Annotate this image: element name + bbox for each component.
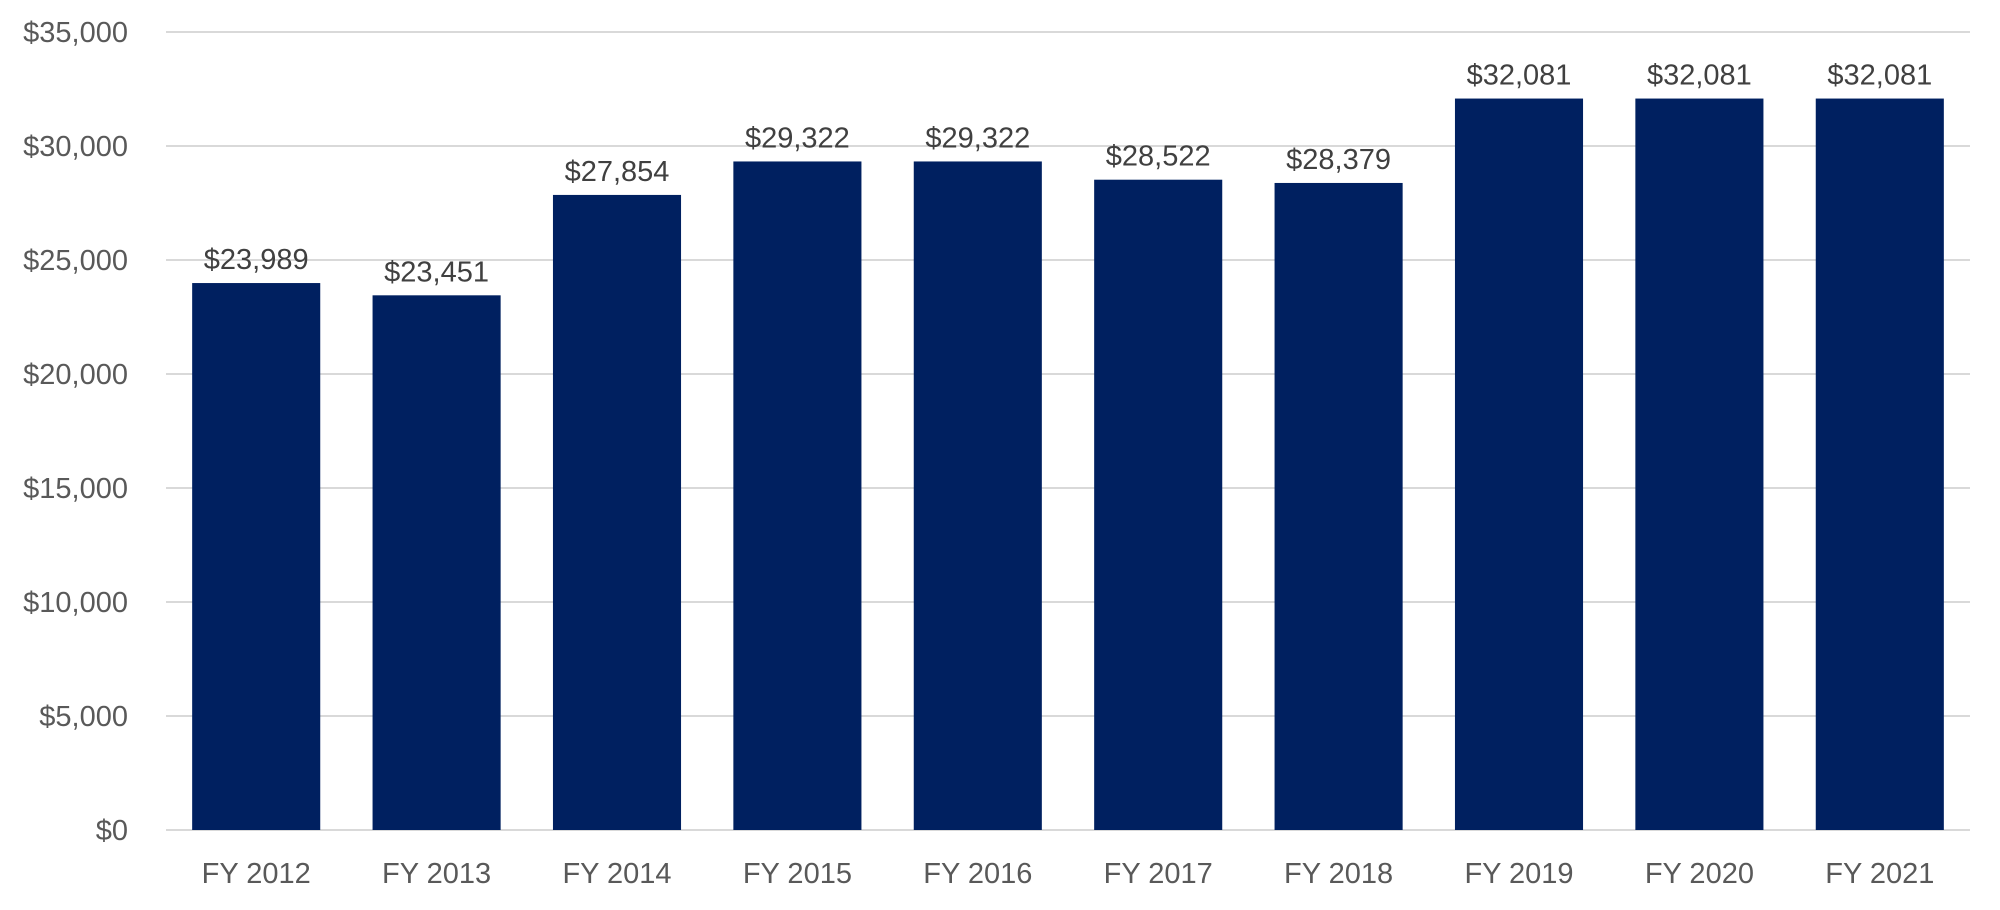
y-tick-label: $15,000 (23, 473, 128, 505)
data-label: $27,854 (565, 156, 670, 188)
x-tick-label: FY 2021 (1825, 858, 1934, 890)
bar (372, 295, 501, 830)
data-label: $29,322 (925, 122, 1030, 154)
x-tick-label: FY 2013 (382, 858, 491, 890)
data-label: $23,989 (204, 244, 309, 276)
y-tick-label: $20,000 (23, 359, 128, 391)
x-tick-label: FY 2018 (1284, 858, 1393, 890)
y-tick-label: $5,000 (39, 701, 128, 733)
bar (1815, 98, 1944, 830)
data-label: $32,081 (1827, 60, 1932, 92)
y-tick-label: $25,000 (23, 245, 128, 277)
data-label: $28,379 (1286, 144, 1391, 176)
bar (1454, 98, 1584, 830)
bar (913, 161, 1042, 831)
y-tick-label: $0 (96, 815, 128, 847)
bar (1094, 179, 1223, 831)
data-label: $23,451 (384, 256, 489, 288)
y-tick-label: $30,000 (23, 131, 128, 163)
data-label: $32,081 (1647, 60, 1752, 92)
y-tick-label: $10,000 (23, 587, 128, 619)
x-tick-label: FY 2020 (1645, 858, 1754, 890)
bar (1274, 182, 1403, 830)
x-tick-label: FY 2012 (202, 858, 311, 890)
x-tick-label: FY 2017 (1104, 858, 1213, 890)
x-tick-label: FY 2014 (562, 858, 671, 890)
bar (1635, 98, 1764, 830)
bars (192, 98, 1944, 831)
x-axis-ticks: FY 2012 FY 2013 FY 2014 FY 2015 FY 2016 FY 20… (202, 858, 1935, 890)
y-axis-ticks: $0 $5,000 $10,000 $15,000 $20,000 $25,000 $30,… (23, 17, 128, 847)
data-label: $28,522 (1106, 141, 1211, 173)
x-tick-label: FY 2016 (923, 858, 1032, 890)
x-tick-label: FY 2019 (1464, 858, 1573, 890)
data-label: $32,081 (1467, 60, 1572, 92)
bar (192, 283, 321, 831)
bar (552, 194, 682, 830)
data-label: $29,322 (745, 122, 850, 154)
y-tick-label: $35,000 (23, 17, 128, 49)
data-labels: $23,989 $23,451 $27,854 $29,322 $29,322 $28,5… (204, 60, 1932, 289)
bar (733, 161, 862, 831)
x-tick-label: FY 2015 (743, 858, 852, 890)
